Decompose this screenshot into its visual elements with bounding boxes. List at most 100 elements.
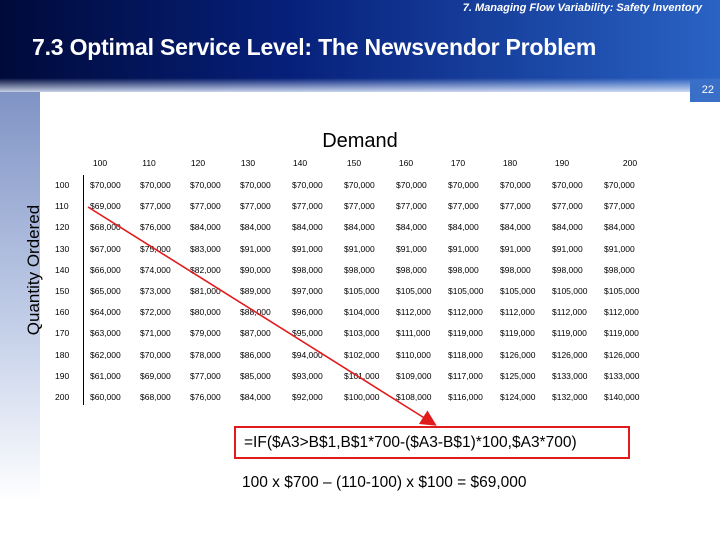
table-cell: $77,000 — [292, 201, 323, 212]
table-cell: $105,000 — [552, 286, 588, 296]
table-cell: $77,000 — [396, 201, 427, 212]
row-header: 170 — [55, 328, 70, 339]
table-cell: $75,000 — [140, 243, 171, 254]
table-cell: $77,000 — [552, 201, 583, 212]
table-cell: $110,000 — [396, 349, 431, 360]
table-cell: $119,000 — [604, 328, 639, 339]
table-cell: $70,000 — [500, 180, 531, 190]
demand-axis-label: Demand — [322, 130, 398, 152]
table-cell: $72,000 — [140, 307, 171, 318]
table-cell: $86,000 — [240, 349, 271, 360]
table-cell: $96,000 — [292, 307, 323, 318]
title-band — [0, 0, 720, 92]
row-header: 160 — [55, 307, 70, 318]
column-header: 200 — [622, 158, 638, 168]
table-cell: $79,000 — [190, 328, 221, 339]
table-cell: $83,000 — [190, 243, 221, 254]
table-cell: $119,000 — [500, 328, 535, 339]
table-cell: $68,000 — [140, 392, 171, 402]
table-cell: $103,000 — [344, 328, 380, 339]
row-header: 190 — [55, 370, 70, 381]
table-cell: $65,000 — [90, 286, 121, 296]
table-cell: $109,000 — [396, 370, 432, 381]
table-cell: $116,000 — [448, 392, 483, 402]
table-cell: $74,000 — [140, 264, 171, 275]
table-cell: $98,000 — [292, 264, 323, 275]
table-cell: $140,000 — [604, 392, 640, 402]
column-header: 160 — [398, 158, 414, 168]
column-header: 130 — [240, 158, 256, 168]
table-cell: $98,000 — [448, 264, 479, 275]
table-cell: $105,000 — [396, 286, 432, 296]
calculation-text: 100 x $700 – (110-100) x $100 = $69,000 — [242, 474, 527, 491]
column-header: 120 — [190, 158, 206, 168]
left-decorative-bar — [0, 92, 40, 502]
table-cell: $84,000 — [292, 222, 323, 233]
table-cell: $62,000 — [90, 349, 121, 360]
row-header: 100 — [55, 180, 70, 190]
table-cell: $84,000 — [604, 222, 635, 233]
table-cell: $105,000 — [500, 286, 536, 296]
table-cell: $70,000 — [240, 180, 271, 190]
table-cell: $101,000 — [344, 370, 380, 381]
table-cell: $105,000 — [448, 286, 484, 296]
table-cell: $126,000 — [552, 349, 588, 360]
table-cell: $77,000 — [448, 201, 479, 212]
table-cell: $91,000 — [344, 243, 375, 254]
table-cell: $64,000 — [90, 307, 121, 318]
table-cell: $119,000 — [448, 328, 483, 339]
table-cell: $133,000 — [604, 370, 640, 381]
table-cell: $68,000 — [90, 222, 121, 233]
table-cell: $80,000 — [190, 307, 221, 318]
table-cell: $112,000 — [448, 307, 483, 318]
table-cell: $105,000 — [344, 286, 380, 296]
table-cell: $77,000 — [240, 201, 271, 212]
table-cell: $69,000 — [140, 370, 171, 381]
table-cell: $90,000 — [240, 264, 271, 275]
table-cell: $117,000 — [448, 370, 483, 381]
table-cell: $105,000 — [604, 286, 640, 296]
table-cell: $112,000 — [552, 307, 587, 318]
table-cell: $126,000 — [604, 349, 640, 360]
table-cell: $82,000 — [190, 264, 221, 275]
table-cell: $92,000 — [292, 392, 323, 402]
table-cell: $77,000 — [140, 201, 171, 212]
quantity-axis-label: Quantity Ordered — [24, 204, 43, 336]
table-cell: $70,000 — [140, 180, 171, 190]
column-header: 170 — [450, 158, 466, 168]
table-cell: $84,000 — [500, 222, 531, 233]
table-cell: $95,000 — [292, 328, 323, 339]
table-cell: $78,000 — [190, 349, 221, 360]
table-cell: $91,000 — [500, 243, 531, 254]
table-cell: $66,000 — [90, 264, 121, 275]
formula-box: =IF($A3>B$1,B$1*700-($A3-B$1)*100,$A3*70… — [234, 426, 630, 459]
table-cell: $70,000 — [190, 180, 221, 190]
table-cell: $70,000 — [344, 180, 375, 190]
table-cell: $133,000 — [552, 370, 588, 381]
table-cell: $81,000 — [190, 286, 221, 296]
table-cell: $119,000 — [552, 328, 587, 339]
column-header: 140 — [292, 158, 308, 168]
table-cell: $61,000 — [90, 370, 121, 381]
row-header: 200 — [55, 392, 70, 402]
table-cell: $91,000 — [240, 243, 271, 254]
row-header: 130 — [55, 243, 70, 254]
table-cell: $77,000 — [500, 201, 531, 212]
table-cell: $111,000 — [396, 328, 431, 339]
table-cell: $77,000 — [190, 201, 221, 212]
table-cell: $84,000 — [344, 222, 375, 233]
table-cell: $98,000 — [344, 264, 375, 275]
slide-title: 7.3 Optimal Service Level: The Newsvendo… — [32, 34, 597, 60]
table-cell: $98,000 — [396, 264, 427, 275]
table-cell: $63,000 — [90, 328, 121, 339]
table-cell: $70,000 — [292, 180, 323, 190]
table-cell: $70,000 — [396, 180, 427, 190]
table-cell: $93,000 — [292, 370, 323, 381]
table-cell: $71,000 — [140, 328, 171, 339]
section-header: 7. Managing Flow Variability: Safety Inv… — [462, 2, 702, 14]
column-header: 150 — [346, 158, 362, 168]
row-header: 140 — [55, 264, 70, 275]
table-cell: $70,000 — [552, 180, 583, 190]
table-cell: $100,000 — [344, 392, 380, 402]
table-cell: $91,000 — [396, 243, 427, 254]
